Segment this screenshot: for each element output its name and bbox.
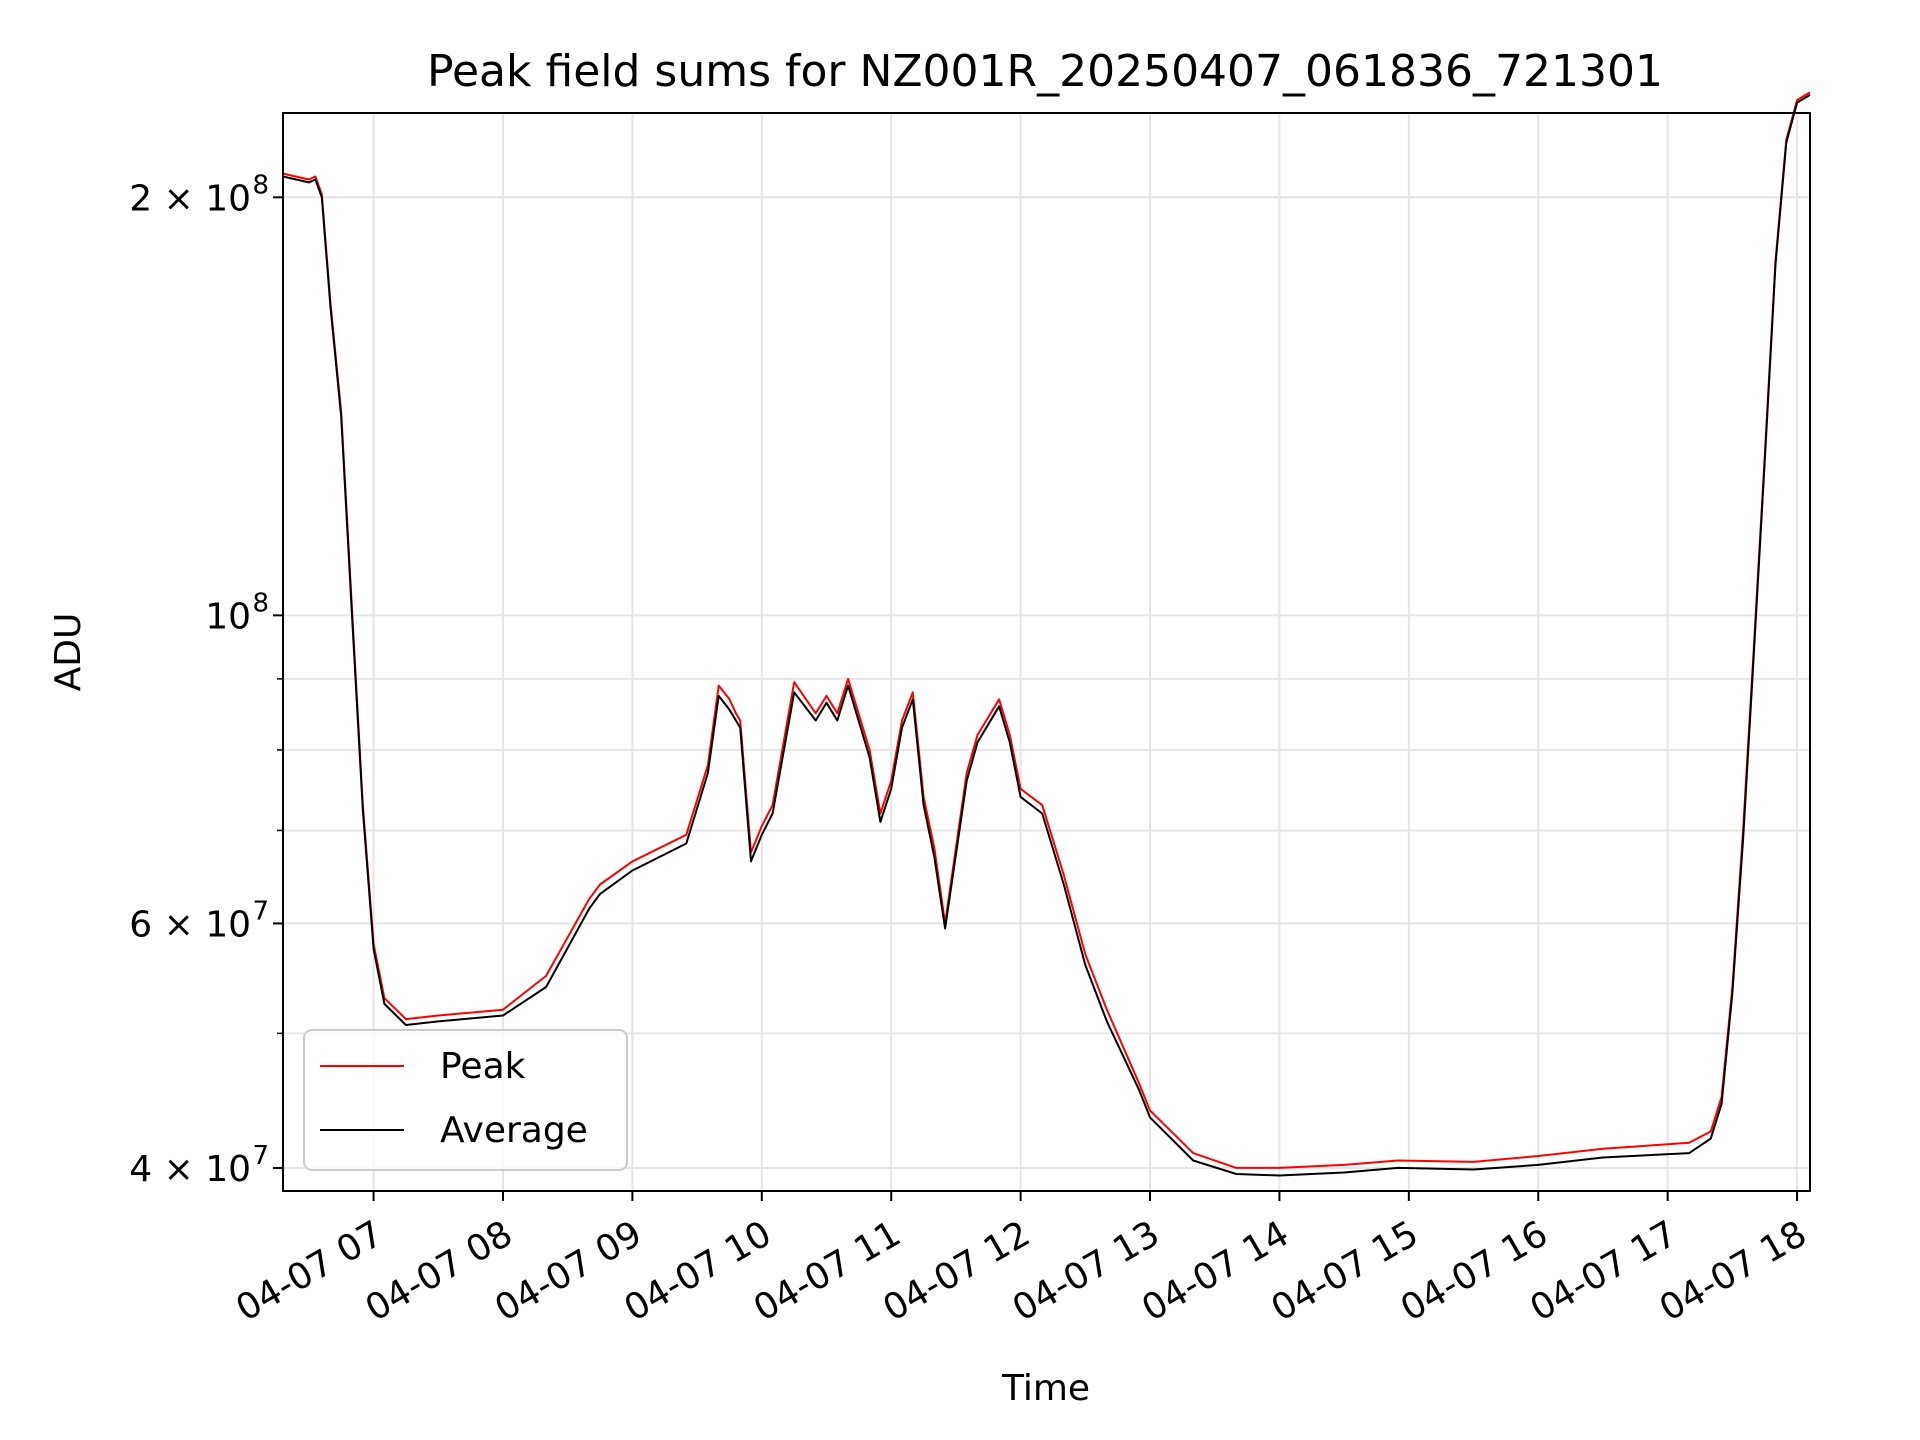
legend: Peak Average [303, 1029, 628, 1171]
series-line-average [282, 94, 1811, 1177]
x-axis-label: Time [1001, 1368, 1090, 1409]
y-tick-label: 6 × 10 [129, 904, 251, 945]
y-tick-exponent: 7 [252, 1141, 269, 1171]
y-axis-ticks: 4 × 10 76 × 10 710 82 × 10 8 [129, 170, 283, 1190]
y-tick-label: 10 [205, 596, 251, 637]
y-axis-label: ADU [48, 613, 89, 692]
y-tick-label: 2 × 10 [129, 178, 251, 219]
chart-title: Peak field sums for NZ001R_20250407_0618… [427, 46, 1663, 97]
series-lines [282, 91, 1811, 1177]
series-line-peak [282, 91, 1811, 1169]
y-tick-exponent: 7 [252, 896, 269, 926]
legend-label-average: Average [440, 1110, 588, 1151]
legend-label-peak: Peak [440, 1046, 526, 1087]
y-tick-label: 4 × 10 [129, 1149, 251, 1190]
y-tick-exponent: 8 [252, 588, 269, 618]
plot-area-frame [282, 112, 1811, 1192]
y-tick-exponent: 8 [252, 170, 269, 200]
grid [283, 113, 1810, 1191]
